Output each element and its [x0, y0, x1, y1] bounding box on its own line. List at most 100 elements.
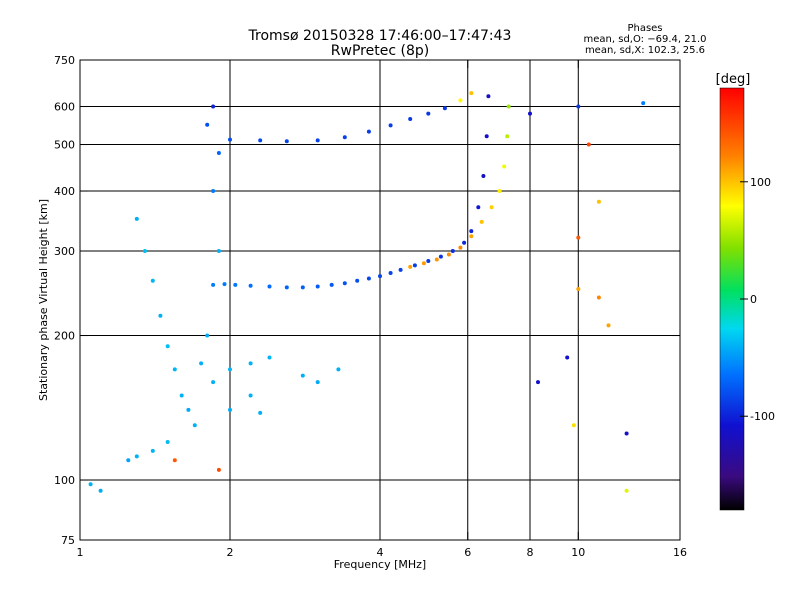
- x-tick-label: 2: [227, 546, 234, 559]
- data-point: [486, 94, 491, 99]
- data-point: [426, 111, 431, 116]
- y-tick-label: 400: [54, 185, 75, 198]
- data-point: [502, 164, 507, 169]
- data-point: [450, 249, 455, 253]
- phases-o-stats: mean, sd,O: −69.4, 21.0: [584, 34, 707, 45]
- data-point: [98, 488, 103, 493]
- data-point: [267, 284, 272, 289]
- data-point: [315, 138, 320, 143]
- data-point: [489, 205, 494, 210]
- y-tick-label: 600: [54, 101, 75, 114]
- data-point: [329, 282, 334, 287]
- data-point: [388, 123, 393, 128]
- data-point: [606, 323, 611, 328]
- data-point: [284, 139, 289, 144]
- data-point: [165, 440, 170, 444]
- data-point: [248, 393, 253, 398]
- data-point: [158, 313, 163, 318]
- x-tick-label: 1: [77, 546, 84, 559]
- data-point: [576, 104, 581, 109]
- y-axis-label: Stationary phase Virtual Height [km]: [37, 199, 50, 401]
- grid-layer: [80, 60, 680, 540]
- data-point: [211, 380, 216, 385]
- data-point: [497, 189, 502, 193]
- points-layer: [88, 91, 646, 493]
- data-point: [233, 282, 238, 287]
- data-point: [216, 467, 221, 472]
- data-point: [505, 134, 510, 139]
- data-point: [408, 264, 413, 269]
- data-point: [388, 271, 393, 275]
- data-point: [624, 488, 629, 493]
- data-point: [576, 235, 581, 240]
- data-point: [126, 458, 131, 463]
- data-point: [258, 138, 263, 143]
- data-point: [300, 285, 305, 290]
- data-point: [228, 367, 232, 372]
- data-point: [426, 259, 431, 263]
- data-point: [479, 219, 484, 224]
- colorbar-label: [deg]: [716, 72, 751, 87]
- data-point: [506, 104, 511, 109]
- data-point: [586, 142, 591, 147]
- x-tick-label: 6: [464, 546, 471, 559]
- x-tick-label: 8: [527, 546, 534, 559]
- data-point: [150, 278, 155, 283]
- data-point: [315, 380, 320, 385]
- data-point: [528, 111, 532, 116]
- data-point: [434, 257, 439, 262]
- colorbar-ticks: 100 0 -100: [740, 176, 775, 423]
- data-point: [412, 263, 417, 268]
- data-point: [336, 367, 341, 372]
- data-point: [179, 393, 184, 398]
- data-point: [398, 267, 403, 272]
- data-point: [596, 295, 601, 300]
- data-point: [446, 252, 451, 257]
- data-point: [469, 234, 474, 239]
- data-point: [267, 355, 272, 360]
- data-point: [366, 276, 371, 281]
- y-tick-label: 750: [54, 54, 75, 67]
- data-point: [576, 287, 581, 291]
- data-point: [442, 106, 447, 111]
- data-point: [458, 98, 463, 103]
- data-point: [408, 117, 413, 121]
- data-point: [366, 129, 371, 134]
- y-tick-label: 200: [54, 330, 75, 343]
- data-point: [134, 454, 139, 459]
- data-point: [222, 282, 227, 287]
- data-point: [88, 482, 93, 487]
- data-point: [134, 216, 139, 221]
- data-point: [536, 380, 540, 385]
- data-point: [421, 261, 426, 266]
- colorbar-tick-label: 100: [750, 176, 771, 189]
- phases-x-stats: mean, sd,X: 102.3, 25.6: [585, 45, 705, 56]
- colorbar-tick-label: 0: [750, 293, 757, 306]
- data-point: [342, 281, 347, 286]
- chart-subtitle: RwPretec (8p): [331, 43, 429, 59]
- data-point: [216, 151, 221, 155]
- data-point: [258, 410, 263, 415]
- data-point: [355, 278, 360, 283]
- data-point: [462, 240, 467, 245]
- data-point: [315, 284, 320, 289]
- x-tick-label: 4: [377, 546, 384, 559]
- data-point: [641, 101, 646, 106]
- data-point: [205, 333, 210, 338]
- colorbar-tick-label: -100: [750, 410, 775, 423]
- data-point: [186, 407, 191, 412]
- data-point: [228, 137, 232, 142]
- data-point: [211, 189, 216, 193]
- y-tick-label: 500: [54, 139, 75, 152]
- data-point: [596, 199, 601, 204]
- data-point: [172, 458, 177, 463]
- data-point: [484, 134, 489, 139]
- data-point: [481, 174, 486, 178]
- y-tick-label: 100: [54, 474, 75, 487]
- data-point: [458, 245, 463, 250]
- data-point: [228, 407, 232, 412]
- data-point: [192, 423, 197, 428]
- data-point: [150, 448, 155, 453]
- x-tick-label: 16: [673, 546, 687, 559]
- y-tick-label: 300: [54, 245, 75, 258]
